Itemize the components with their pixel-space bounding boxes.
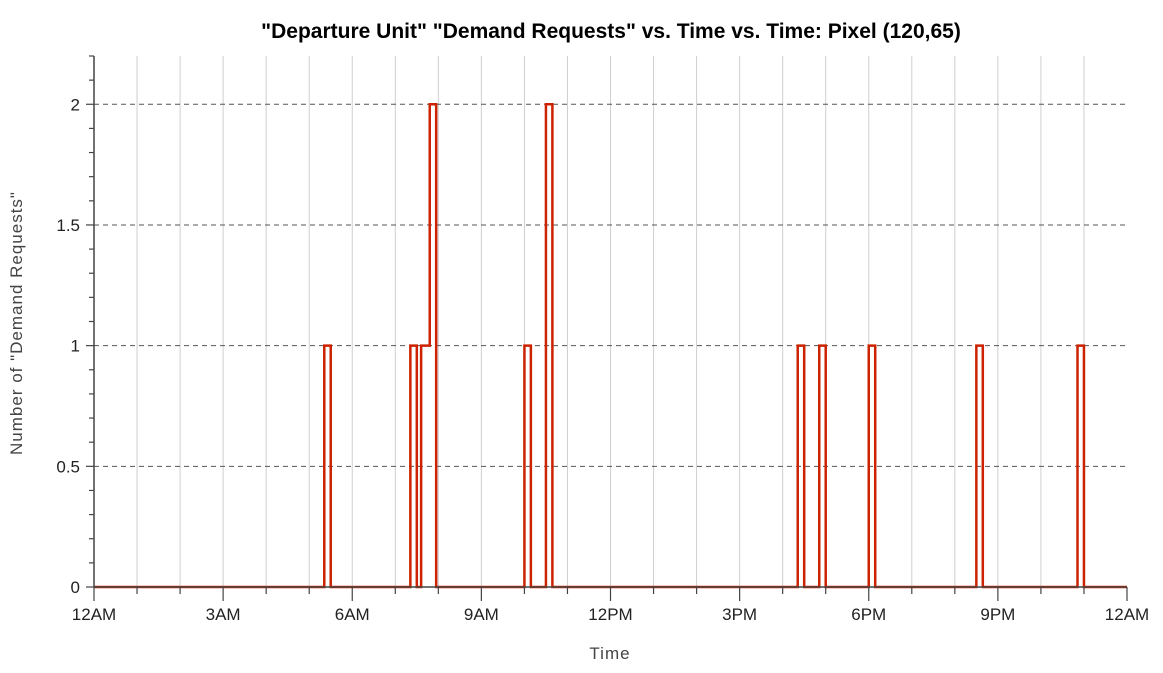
y-axis-label: Number of "Demand Requests" xyxy=(7,191,26,455)
series-line-0 xyxy=(94,103,1127,589)
x-tick-label: 3AM xyxy=(206,605,241,624)
x-tick-label: 6PM xyxy=(851,605,886,624)
x-tick-label: 12PM xyxy=(588,605,632,624)
x-tick-label: 9PM xyxy=(980,605,1015,624)
x-tick-label: 12AM xyxy=(72,605,116,624)
series-layer xyxy=(94,103,1127,589)
x-tick-label: 9AM xyxy=(464,605,499,624)
y-tick-label: 1.5 xyxy=(56,216,80,235)
x-tick-label: 12AM xyxy=(1105,605,1149,624)
tick-labels: 12AM 3AM 6AM 9AM 12PM 3PM 6PM 9PM 12AM 0 0.5 1 1.5 2 xyxy=(56,95,1149,624)
axes xyxy=(86,55,1128,601)
x-tick-label: 3PM xyxy=(722,605,757,624)
x-tick-label: 6AM xyxy=(335,605,370,624)
y-tick-label: 2 xyxy=(71,95,80,114)
grid xyxy=(94,56,1127,587)
x-axis-label: Time xyxy=(589,644,630,663)
chart-title: "Departure Unit" "Demand Requests" vs. T… xyxy=(261,20,961,43)
y-tick-label: 0 xyxy=(71,578,80,597)
y-tick-label: 1 xyxy=(71,337,80,356)
y-tick-label: 0.5 xyxy=(56,457,80,476)
